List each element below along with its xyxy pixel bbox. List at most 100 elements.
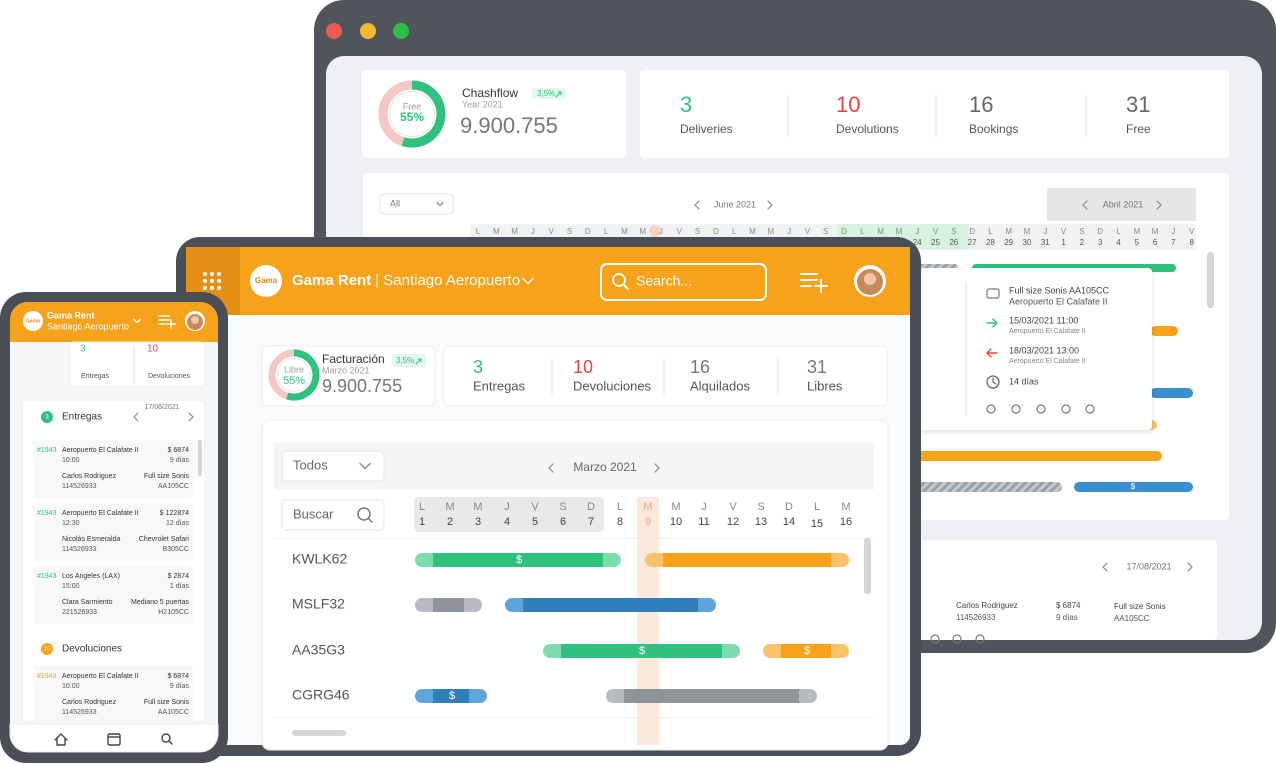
nav-calendar[interactable] (107, 733, 121, 746)
day-letter: M (767, 227, 774, 236)
arrow-left (694, 200, 700, 210)
search-field[interactable] (281, 499, 385, 531)
day-letter: S (559, 501, 566, 513)
booking-bar (1150, 326, 1178, 336)
day-letter: S (1079, 227, 1084, 236)
stat-value: 3 (680, 92, 692, 117)
arrow-left (548, 463, 554, 473)
arrow-left (1082, 200, 1088, 210)
list-item[interactable] (33, 566, 193, 624)
day-letter: M (1133, 227, 1140, 236)
arrow-right (1156, 200, 1162, 210)
item-time: 10:00 (62, 683, 80, 690)
day-letter: M (1005, 227, 1012, 236)
donut-value: 55% (400, 110, 424, 124)
donut-arc (286, 349, 320, 401)
arrow-left (133, 412, 139, 422)
arrow-left (1102, 562, 1108, 572)
arrow-right (654, 463, 660, 473)
bar-label: $ (804, 645, 810, 657)
day-letter: M (877, 227, 884, 236)
item-phone: 114526933 (62, 483, 97, 490)
stat-label: Devoluciones (148, 373, 191, 380)
day-number: 13 (755, 516, 767, 528)
list-item[interactable] (33, 503, 193, 561)
avatar-face (191, 316, 199, 324)
brand: Gama Rent (47, 310, 95, 320)
day-number: 7 (1171, 238, 1176, 247)
plate: AA35G3 (292, 642, 345, 658)
search-box[interactable] (600, 263, 767, 301)
month-label: Marzo 2021 (573, 460, 637, 474)
item-price: $ 2874 (168, 573, 190, 580)
list-car: Full size Sonis (1114, 602, 1166, 611)
stat-label: Entregas (81, 373, 110, 380)
item-car: Full size Sonis (144, 473, 190, 480)
list-date: 17/08/2021 (144, 404, 179, 411)
day-letter: J (531, 227, 535, 236)
today-column (637, 497, 659, 745)
arrow-right (188, 412, 194, 422)
pickup-date: 15/03/2021 11:00 (1009, 315, 1078, 325)
day-number: 4 (1116, 238, 1121, 247)
booking-bar (523, 598, 698, 612)
day-letter: L (476, 227, 481, 236)
booking-popup (920, 268, 1152, 430)
day-number: 3 (475, 516, 481, 528)
day-number: 31 (1041, 238, 1050, 247)
booking-bar (433, 689, 469, 703)
booking-bar (1150, 388, 1193, 398)
day-number: 25 (931, 238, 940, 247)
filter-dropdown[interactable] (281, 450, 385, 482)
day-letter: L (814, 501, 820, 513)
avatar-face (864, 273, 876, 285)
day-letter: D (713, 227, 719, 236)
nav-home[interactable] (54, 733, 68, 746)
day-number: 6 (1153, 238, 1158, 247)
day-number: 15 (811, 518, 823, 530)
stat-value: 10 (147, 344, 159, 355)
card-subtitle: Marzo 2021 (322, 365, 370, 375)
item-id: #1943 (37, 510, 57, 517)
pickup-place: Aeropuerto El Calafate II (1009, 328, 1086, 335)
list-date: 17/08/2021 (1126, 561, 1171, 571)
arrow-right (1187, 562, 1193, 572)
search-icon (367, 517, 373, 523)
day-letter: M (749, 227, 756, 236)
window-close (326, 23, 342, 39)
brand: Gama Rent (292, 272, 371, 289)
item-id: #1943 (37, 573, 57, 580)
dropdown-arrow (522, 277, 534, 285)
day-letter: M (671, 501, 680, 513)
booking-bar (663, 553, 831, 567)
day-number: 7 (588, 516, 594, 528)
donut-hole (277, 358, 311, 392)
card-title: Facturación (322, 352, 385, 366)
stats-card (68, 341, 206, 388)
menu-dot (210, 279, 214, 283)
nav-search[interactable] (161, 733, 171, 743)
item-phone: 114526933 (62, 546, 97, 553)
list-card (915, 540, 1217, 640)
day-letter: L (617, 501, 623, 513)
day-number: 14 (783, 516, 795, 528)
item-days: 9 días (170, 683, 190, 690)
list-item[interactable] (33, 440, 193, 498)
add-list-icon (800, 273, 828, 293)
search-icon (612, 273, 626, 287)
list-item[interactable] (33, 666, 193, 724)
booking-bar (912, 451, 1162, 461)
day-number: 1 (1061, 238, 1066, 247)
list-days: 9 días (1056, 613, 1078, 622)
badge (532, 88, 566, 99)
day-letter: J (504, 501, 510, 513)
item-days: 12 días (166, 520, 189, 527)
pickup-icon (986, 318, 998, 328)
day-letter: L (1116, 227, 1121, 236)
badge-text: 3,5% (396, 356, 414, 365)
month-label: Abril 2021 (1103, 199, 1144, 209)
location: | Santiago Aeropuerto (375, 272, 520, 289)
nav-search[interactable] (168, 740, 173, 745)
day-letter: M (511, 227, 518, 236)
day-letter: V (1061, 227, 1067, 236)
